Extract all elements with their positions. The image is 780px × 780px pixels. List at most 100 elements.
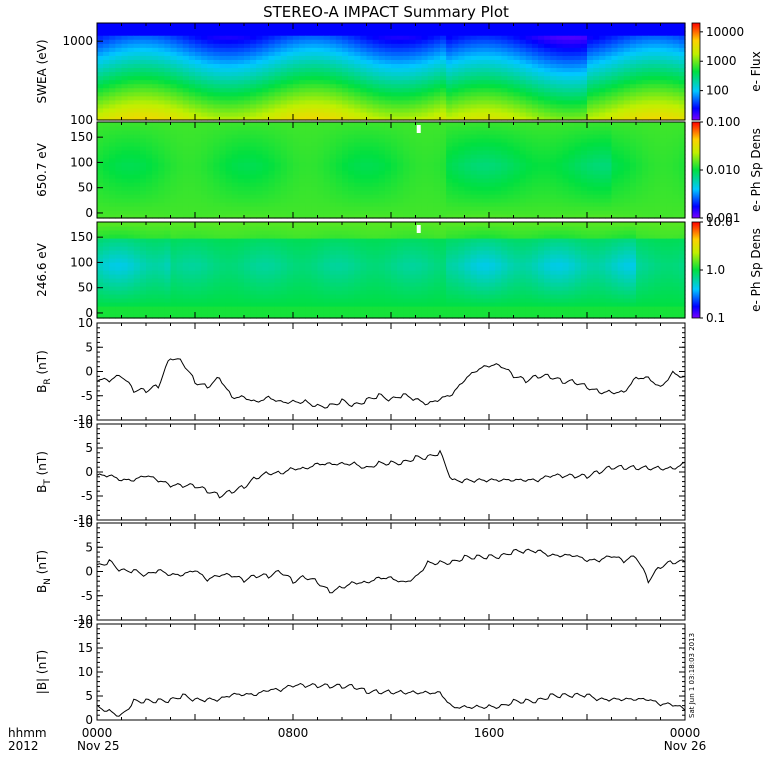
spectrogram-cell	[489, 186, 496, 191]
spectrogram-cell	[629, 150, 637, 155]
spectrogram-cell	[587, 138, 594, 143]
spectrogram-cell	[446, 47, 453, 52]
spectrogram-cell	[660, 194, 668, 199]
spectrogram-cell	[139, 178, 147, 183]
spectrogram-cell	[133, 158, 141, 163]
spectrogram-cell	[519, 146, 527, 151]
spectrogram-cell	[250, 115, 257, 121]
spectrogram-cell	[672, 83, 680, 89]
spectrogram-cell	[231, 178, 239, 183]
spectrogram-cell	[440, 71, 447, 77]
spectrogram-cell	[256, 35, 263, 40]
spectrogram-cell	[311, 59, 319, 65]
spectrogram-cell	[599, 154, 606, 159]
spectrogram-cell	[201, 190, 208, 195]
spectrogram-cell	[280, 107, 288, 113]
spectrogram-cell	[378, 31, 386, 36]
spectrogram-cell	[415, 194, 423, 199]
spectrogram-cell	[176, 115, 184, 121]
spectrogram-cell	[642, 27, 649, 32]
spectrogram-cell	[642, 55, 649, 60]
spectrogram-cell	[188, 142, 196, 147]
spectrogram-cell	[237, 154, 245, 159]
spectrogram-cell	[599, 91, 606, 97]
spectrogram-cell	[525, 162, 533, 167]
spectrogram-cell	[311, 182, 319, 187]
spectrogram-cell	[452, 142, 459, 147]
spectrogram-cell	[409, 126, 417, 131]
spectrogram-cell	[152, 226, 159, 231]
spectrogram-cell	[293, 130, 300, 135]
spectrogram-cell	[568, 99, 576, 105]
spectrogram-cell	[335, 83, 343, 89]
spectrogram-cell	[133, 154, 141, 159]
spectrogram-cell	[458, 178, 466, 183]
spectrogram-cell	[678, 115, 686, 121]
spectrogram-cell	[109, 210, 116, 215]
spectrogram-cell	[531, 79, 539, 85]
spectrogram-cell	[617, 162, 625, 167]
spectrogram-cell	[152, 95, 159, 101]
spectrogram-cell	[146, 174, 153, 179]
spectrogram-cell	[115, 226, 123, 231]
spectrogram-cell	[366, 126, 374, 131]
y-axis-label: 650.7 eV	[35, 142, 49, 197]
spectrogram-cell	[501, 75, 508, 81]
spectrogram-cell	[97, 238, 104, 243]
spectrogram-cell	[433, 134, 441, 139]
spectrogram-cell	[568, 83, 576, 89]
spectrogram-cell	[354, 31, 361, 36]
spectrogram-cell	[139, 198, 147, 203]
spectrogram-cell	[574, 146, 582, 151]
spectrogram-cell	[556, 206, 564, 211]
spectrogram-cell	[568, 63, 576, 69]
spectrogram-cell	[433, 99, 441, 105]
spectrogram-cell	[97, 202, 104, 207]
spectrogram-cell	[366, 190, 374, 195]
spectrogram-cell	[458, 115, 466, 121]
spectrogram-cell	[97, 274, 104, 279]
spectrogram-cell	[213, 59, 221, 65]
spectrogram-cell	[648, 126, 655, 131]
spectrogram-cell	[617, 43, 625, 48]
spectrogram-cell	[97, 146, 104, 151]
spectrogram-cell	[97, 75, 104, 81]
spectrogram-cell	[587, 43, 594, 48]
spectrogram-cell	[323, 51, 331, 56]
spectrogram-cell	[317, 158, 325, 163]
spectrogram-cell	[623, 107, 631, 113]
spectrogram-cell	[262, 198, 270, 203]
spectrogram-cell	[556, 174, 564, 179]
spectrogram-cell	[139, 75, 147, 81]
spectrogram-cell	[464, 198, 472, 203]
spectrogram-cell	[427, 103, 435, 109]
spectrogram-cell	[409, 47, 417, 52]
spectrogram-cell	[207, 202, 214, 207]
spectrogram-cell	[470, 130, 478, 135]
spectrogram-cell	[164, 71, 172, 77]
spectrogram-cell	[538, 178, 545, 183]
spectrogram-cell	[274, 142, 282, 147]
spectrogram-cell	[109, 107, 116, 113]
spectrogram-cell	[458, 122, 466, 127]
spectrogram-cell	[372, 142, 380, 147]
spectrogram-cell	[201, 162, 208, 167]
spectrogram-cell	[127, 111, 135, 117]
spectrogram-cell	[231, 170, 239, 175]
spectrogram-cell	[201, 35, 208, 40]
spectrogram-cell	[605, 126, 613, 131]
spectrogram-cell	[599, 178, 606, 183]
spectrogram-cell	[378, 146, 386, 151]
spectrogram-cell	[440, 170, 447, 175]
spectrogram-cell	[464, 87, 472, 93]
spectrogram-cell	[109, 31, 116, 36]
spectrogram-cell	[109, 266, 116, 271]
colorbar-tick-label: 10000	[706, 25, 744, 39]
spectrogram-cell	[115, 194, 123, 199]
spectrogram-cell	[391, 55, 398, 60]
spectrogram-cell	[495, 95, 502, 101]
spectrogram-cell	[280, 87, 288, 93]
spectrogram-cell	[170, 99, 178, 105]
spectrogram-cell	[452, 67, 459, 73]
spectrogram-cell	[115, 310, 123, 315]
